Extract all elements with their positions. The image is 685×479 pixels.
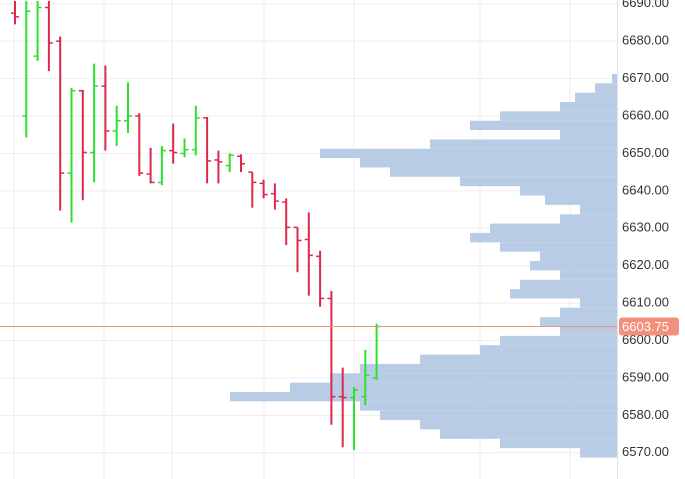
volume-profile-bar — [580, 448, 617, 458]
y-tick-label: 6600.00 — [622, 332, 669, 347]
y-tick-label: 6660.00 — [622, 107, 669, 122]
y-tick-label: 6610.00 — [622, 295, 669, 310]
volume-profile-bar — [545, 195, 617, 205]
volume-profile-bar — [460, 176, 617, 187]
volume-profile-bar — [500, 335, 617, 346]
volume-profile-bar — [360, 158, 617, 168]
y-tick-label: 6570.00 — [622, 444, 669, 459]
volume-profile-bar — [560, 214, 617, 224]
volume-profile-bar — [380, 410, 617, 421]
y-tick-label: 6590.00 — [622, 369, 669, 384]
y-tick-label: 6620.00 — [622, 257, 669, 272]
volume-profile-bar — [430, 139, 617, 149]
volume-profile-bar — [440, 429, 617, 439]
volume-profile-bar — [500, 438, 617, 449]
volume-profile-bar — [560, 130, 617, 140]
volume-profile-bar — [390, 167, 617, 177]
volume-profile-bar — [320, 148, 617, 159]
volume-profile-bar — [470, 120, 617, 131]
volume-profile-bar — [580, 204, 617, 215]
current-price-box — [619, 317, 679, 336]
volume-profile-bar — [560, 270, 617, 280]
volume-profile-bar — [510, 289, 617, 299]
volume-profile-bar — [520, 279, 617, 290]
y-tick-label: 6640.00 — [622, 182, 669, 197]
volume-profile-bar — [230, 391, 617, 402]
y-tick-label: 6680.00 — [622, 33, 669, 48]
volume-profile-bar — [580, 298, 617, 308]
y-tick-label: 6670.00 — [622, 70, 669, 85]
volume-profile-bar — [500, 242, 617, 252]
volume-profile-bar — [420, 354, 617, 364]
volume-profile-bar — [420, 420, 617, 430]
volume-profile-bar — [360, 363, 617, 374]
current-price-label: 6603.75 — [622, 319, 669, 334]
volume-profile-bar — [290, 382, 617, 392]
y-tick-label: 6650.00 — [622, 145, 669, 160]
volume-profile-bar — [612, 73, 617, 84]
y-tick-label: 6630.00 — [622, 220, 669, 235]
y-tick-label: 6580.00 — [622, 407, 669, 422]
volume-profile-bar — [560, 307, 617, 318]
volume-profile-bar — [595, 83, 617, 93]
volume-profile-bar — [560, 101, 617, 112]
volume-profile-bar — [540, 317, 617, 327]
volume-profile-bar — [330, 373, 617, 383]
volume-profile-bar — [530, 261, 617, 271]
volume-profile-bar — [575, 92, 617, 102]
volume-profile-bar — [540, 251, 617, 262]
volume-profile-bar — [480, 345, 617, 355]
volume-profile-bar — [500, 111, 617, 121]
volume-profile-bar — [490, 223, 617, 233]
volume-profile-bar — [560, 326, 617, 336]
volume-profile-bar — [360, 401, 617, 411]
y-tick-label: 6690.00 — [622, 0, 669, 10]
volume-profile-bar — [520, 186, 617, 196]
volume-profile-bar — [470, 232, 617, 243]
